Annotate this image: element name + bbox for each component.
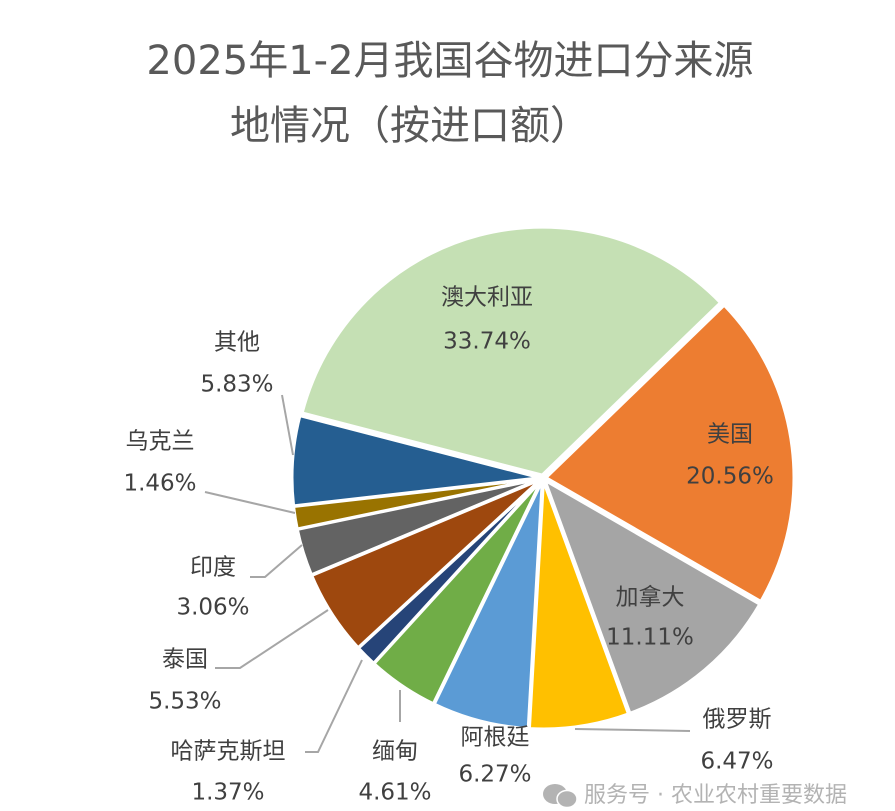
leader-line-10 (281, 394, 294, 456)
data-label-value-0: 33.74% (443, 329, 531, 355)
leader-line-7 (215, 609, 329, 669)
data-label-value-5: 4.61% (358, 780, 431, 806)
chart-title-line-2: 地情况（按进口额） (230, 103, 590, 149)
pie-slice-0 (300, 225, 723, 477)
data-label-label-7: 泰国 (162, 647, 208, 673)
data-label-value-1: 20.56% (686, 464, 774, 490)
data-label-label-10: 其他 (214, 330, 260, 356)
watermark: 服务号 · 农业农村重要数据 (540, 782, 847, 810)
data-label-value-4: 6.27% (458, 762, 531, 788)
pie-slice-2 (542, 476, 762, 716)
pie-slice-10 (290, 413, 541, 508)
data-label-label-1: 美国 (707, 422, 753, 448)
data-label-label-0: 澳大利亚 (441, 285, 533, 311)
data-label-value-6: 1.37% (191, 780, 264, 806)
watermark-text: 服务号 · 农业农村重要数据 (584, 783, 847, 808)
leader-line-6 (305, 659, 363, 753)
pie-slice-1 (543, 303, 796, 604)
data-label-label-5: 缅甸 (372, 739, 418, 765)
wechat-icon (543, 784, 578, 809)
data-label-value-2: 11.11% (606, 625, 694, 651)
data-label-value-10: 5.83% (200, 372, 273, 398)
data-label-value-3: 6.47% (700, 749, 773, 775)
data-label-value-7: 5.53% (148, 689, 221, 715)
data-label-label-2: 加拿大 (616, 584, 685, 611)
leader-line-8 (250, 544, 303, 578)
data-label-label-8: 印度 (190, 555, 236, 581)
data-label-label-3: 俄罗斯 (703, 707, 772, 733)
data-label-value-9: 1.46% (123, 471, 196, 497)
chart-title-line-1: 2025年1-2月我国谷物进口分来源 (146, 38, 754, 84)
data-label-label-4: 阿根廷 (461, 725, 530, 751)
data-label-label-6: 哈萨克斯坦 (171, 739, 286, 765)
leader-line-3 (574, 728, 691, 732)
data-label-value-8: 3.06% (176, 595, 249, 621)
data-label-label-9: 乌克兰 (126, 429, 195, 455)
leader-line-9 (204, 491, 296, 514)
